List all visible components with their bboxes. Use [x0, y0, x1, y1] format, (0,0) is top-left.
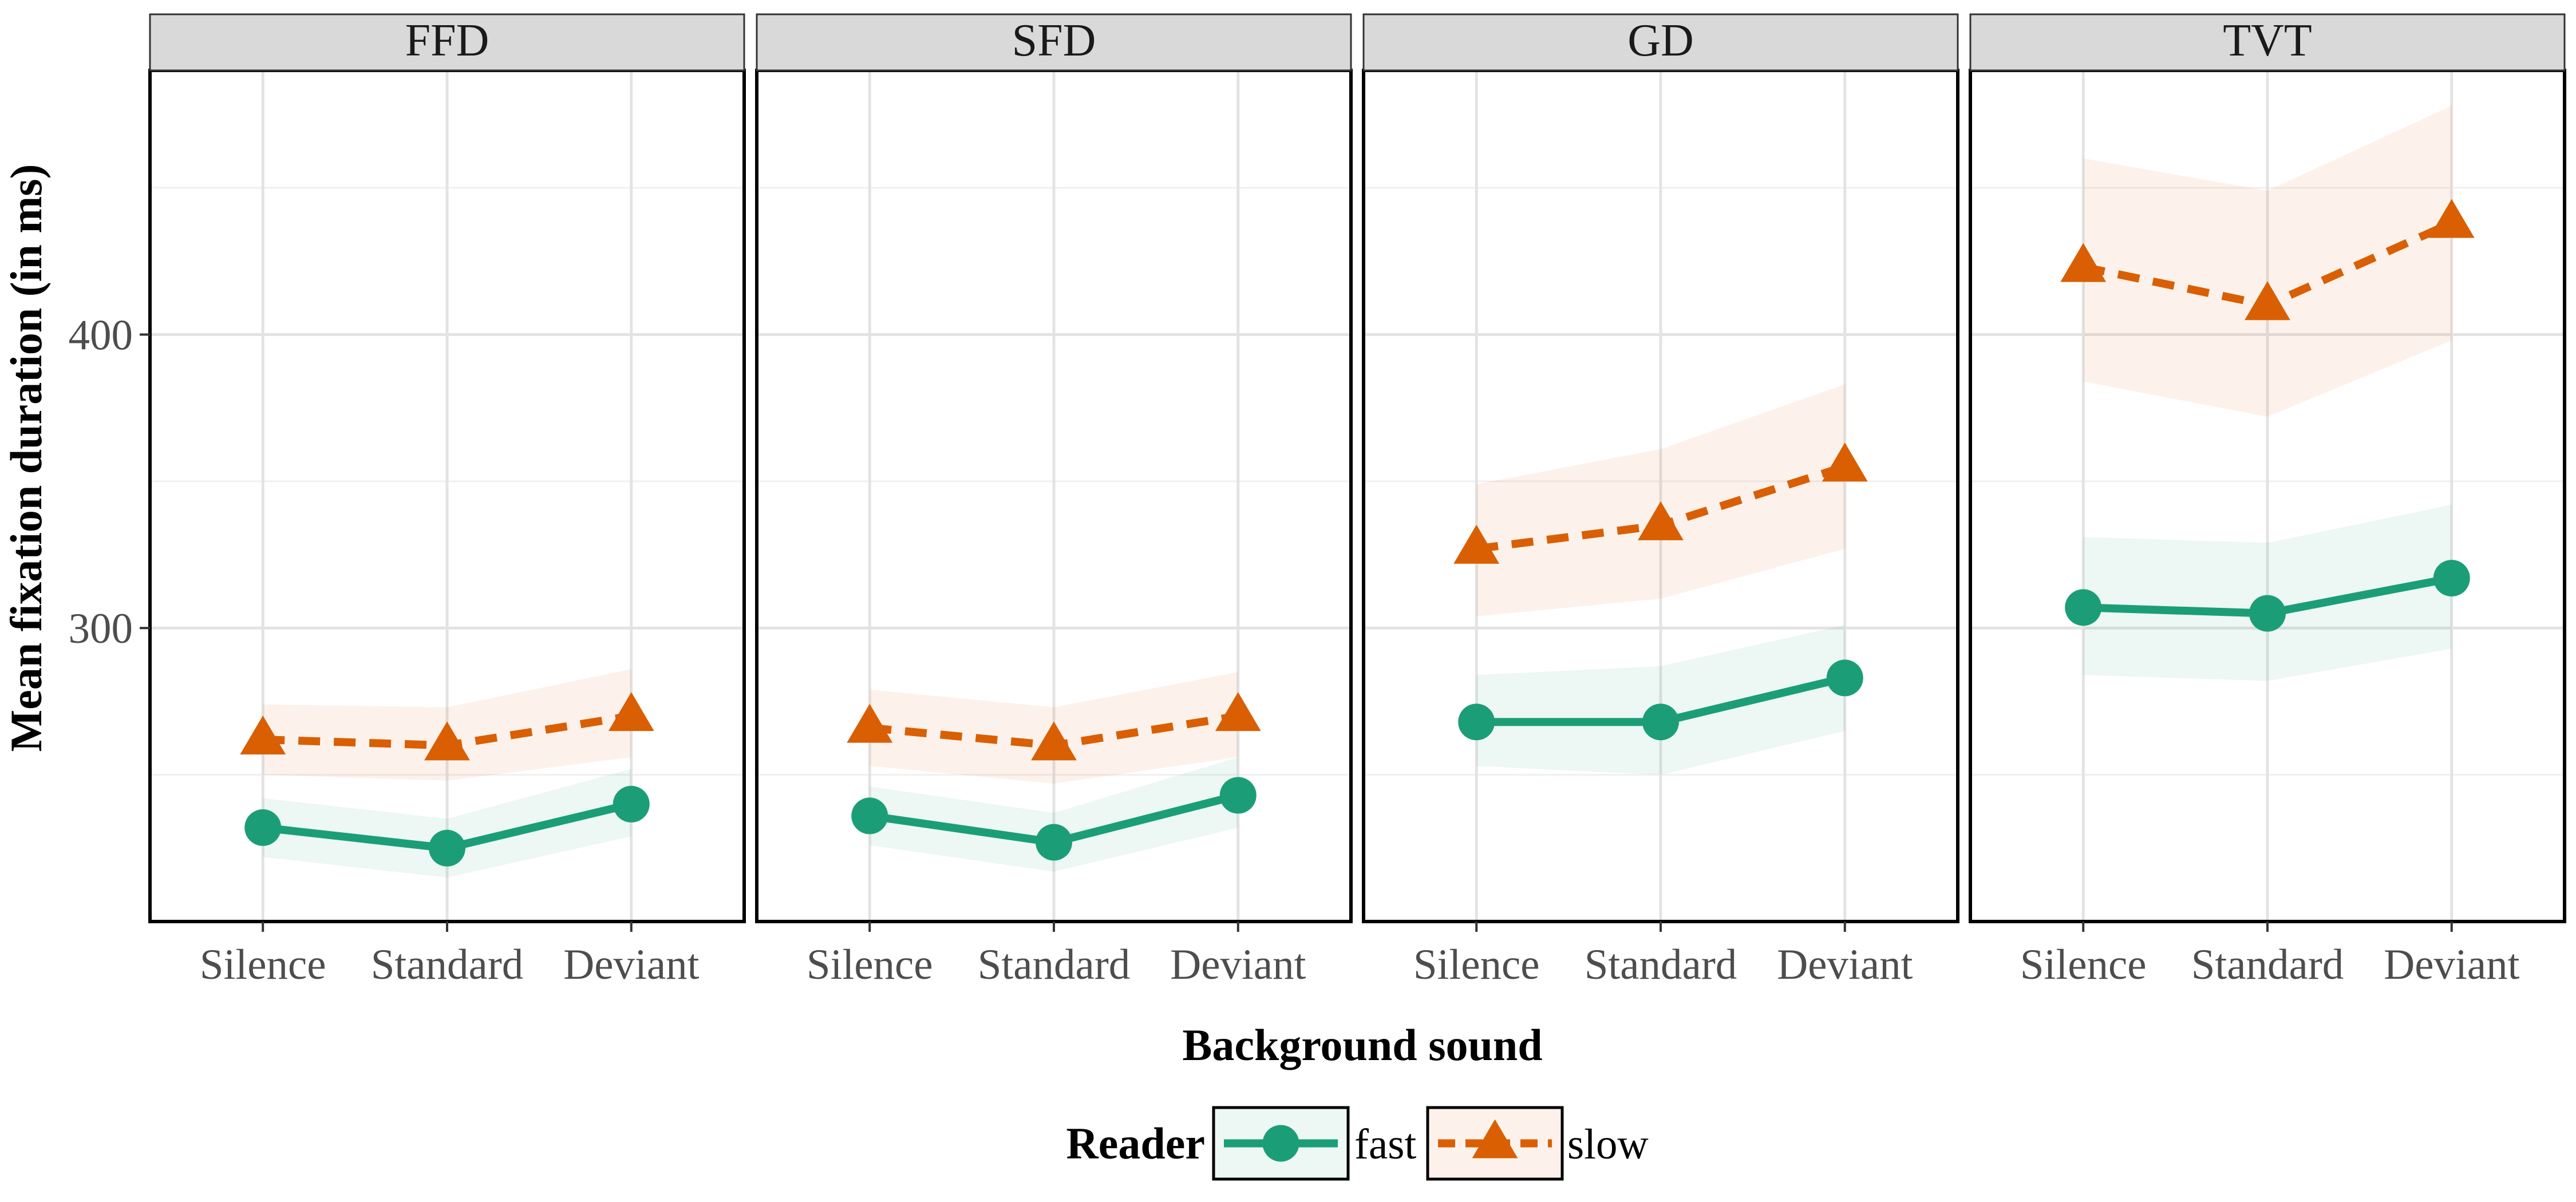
x-tick-label-deviant: Deviant: [2384, 941, 2520, 989]
point-slow-standard: [2245, 281, 2290, 321]
point-fast-deviant: [2433, 560, 2470, 597]
strip-background: [1362, 13, 1959, 72]
point-fast-silence: [851, 797, 888, 835]
panel-ffd: FFD Silence Standard Deviant: [148, 13, 746, 989]
legend-entry-slow: slow: [1426, 1106, 1649, 1181]
point-fast-deviant: [613, 785, 650, 823]
x-tick-label-deviant: Deviant: [563, 941, 700, 989]
point-fast-standard: [1036, 824, 1072, 861]
panels-layer: FFD Silence Standard Deviant SFD Silence Stand…: [148, 13, 2566, 989]
strip-background: [756, 13, 1352, 72]
panel-gd: GD Silence Standard Deviant: [1362, 13, 1959, 989]
point-slow-deviant: [608, 692, 654, 732]
ribbon-fast: [2083, 504, 2452, 681]
point-slow-standard: [1031, 721, 1077, 761]
point-fast-silence: [2065, 589, 2102, 626]
x-tick-label-standard: Standard: [1585, 941, 1737, 989]
point-slow-standard: [1638, 501, 1684, 540]
ribbon-fast: [870, 757, 1238, 872]
legend-entry-fast: fast: [1212, 1106, 1416, 1181]
x-tick-label-deviant: Deviant: [1777, 941, 1913, 989]
ribbon-slow: [1476, 384, 1845, 616]
strip-background: [149, 13, 745, 72]
legend-marker-slow: [1472, 1119, 1518, 1158]
x-tick-label-silence: Silence: [807, 941, 933, 989]
strip-background: [1969, 13, 2566, 72]
point-slow-silence: [847, 703, 893, 743]
ribbon-fast: [263, 769, 631, 878]
point-slow-standard: [424, 721, 470, 761]
point-slow-deviant: [1215, 692, 1261, 732]
panel-sfd: SFD Silence Standard Deviant: [755, 13, 1353, 989]
x-tick-label-standard: Standard: [371, 941, 524, 989]
point-fast-silence: [1458, 703, 1495, 741]
strip-label-gd: GD: [1627, 15, 1694, 66]
point-fast-silence: [244, 809, 282, 846]
point-fast-standard: [2249, 595, 2286, 632]
legend-label-fast: fast: [1354, 1121, 1416, 1168]
point-slow-silence: [240, 715, 286, 755]
point-slow-silence: [1453, 524, 1500, 564]
point-slow-deviant: [1822, 442, 1868, 482]
y-axis-title: Mean fixation duration (in ms): [1, 164, 51, 752]
strip-label-ffd: FFD: [405, 15, 489, 66]
ribbon-slow: [2083, 105, 2452, 417]
legend-title: Reader: [1066, 1118, 1205, 1168]
point-slow-deviant: [2428, 199, 2475, 238]
ribbon-fast: [1476, 625, 1845, 775]
x-tick-label-silence: Silence: [200, 941, 326, 989]
legend: Reader fast slow: [1066, 1106, 1649, 1181]
y-tick-label-400: 400: [69, 311, 133, 359]
x-tick-label-silence: Silence: [1413, 941, 1540, 989]
point-slow-silence: [2060, 243, 2107, 282]
panel-tvt: TVT Silence Standard Deviant: [1969, 13, 2566, 989]
strip-label-sfd: SFD: [1012, 15, 1096, 66]
x-tick-label-standard: Standard: [2191, 941, 2344, 989]
legend-label-slow: slow: [1567, 1121, 1649, 1168]
y-axis: 300 400: [69, 311, 150, 653]
strip-label-tvt: TVT: [2223, 15, 2312, 66]
x-tick-label-standard: Standard: [978, 941, 1131, 989]
x-tick-label-deviant: Deviant: [1170, 941, 1306, 989]
point-fast-deviant: [1219, 777, 1257, 814]
legend-marker-fast: [1262, 1125, 1299, 1162]
x-axis-title: Background sound: [1182, 1020, 1542, 1070]
y-tick-label-300: 300: [69, 605, 133, 653]
point-fast-standard: [1642, 703, 1679, 741]
point-fast-deviant: [1826, 659, 1863, 697]
point-fast-standard: [429, 829, 465, 867]
x-tick-label-silence: Silence: [2020, 941, 2147, 989]
